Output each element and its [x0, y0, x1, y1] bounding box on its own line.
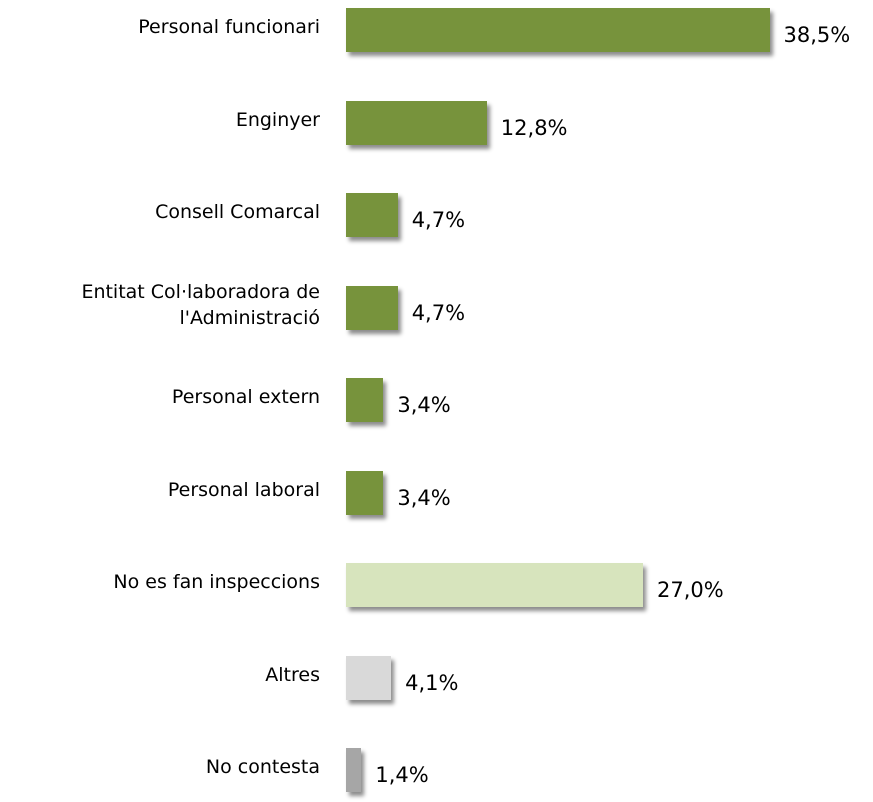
bar	[346, 378, 384, 422]
value-label: 1,4%	[375, 763, 429, 787]
category-label: Personal laboral	[167, 478, 320, 501]
value-label: 3,4%	[397, 485, 451, 510]
bar	[346, 100, 487, 145]
value-label: 27,0%	[657, 578, 724, 602]
value-label: 12,8%	[500, 115, 568, 140]
bar	[346, 8, 770, 52]
bar	[346, 655, 392, 700]
category-label: Personal extern	[171, 386, 320, 408]
value-label: 4,7%	[411, 208, 466, 232]
category-label: Personal funcionari	[138, 16, 320, 38]
category-label: Entitat Col·laboradora de l'Administraci…	[81, 280, 320, 329]
bar	[346, 563, 643, 607]
category-label: Enginyer	[235, 108, 320, 131]
category-label: Consell Comarcal	[155, 201, 320, 223]
bar	[346, 748, 362, 792]
value-label: 3,4%	[397, 393, 451, 417]
category-label: Altres	[265, 663, 320, 686]
bar	[346, 470, 384, 515]
bar	[346, 193, 398, 237]
category-label: No es fan inspeccions	[113, 571, 320, 593]
value-label: 4,7%	[411, 300, 466, 325]
value-label: 4,1%	[405, 670, 459, 695]
bar	[346, 285, 398, 330]
value-label: 38,5%	[783, 23, 851, 47]
category-label: No contesta	[205, 756, 320, 778]
